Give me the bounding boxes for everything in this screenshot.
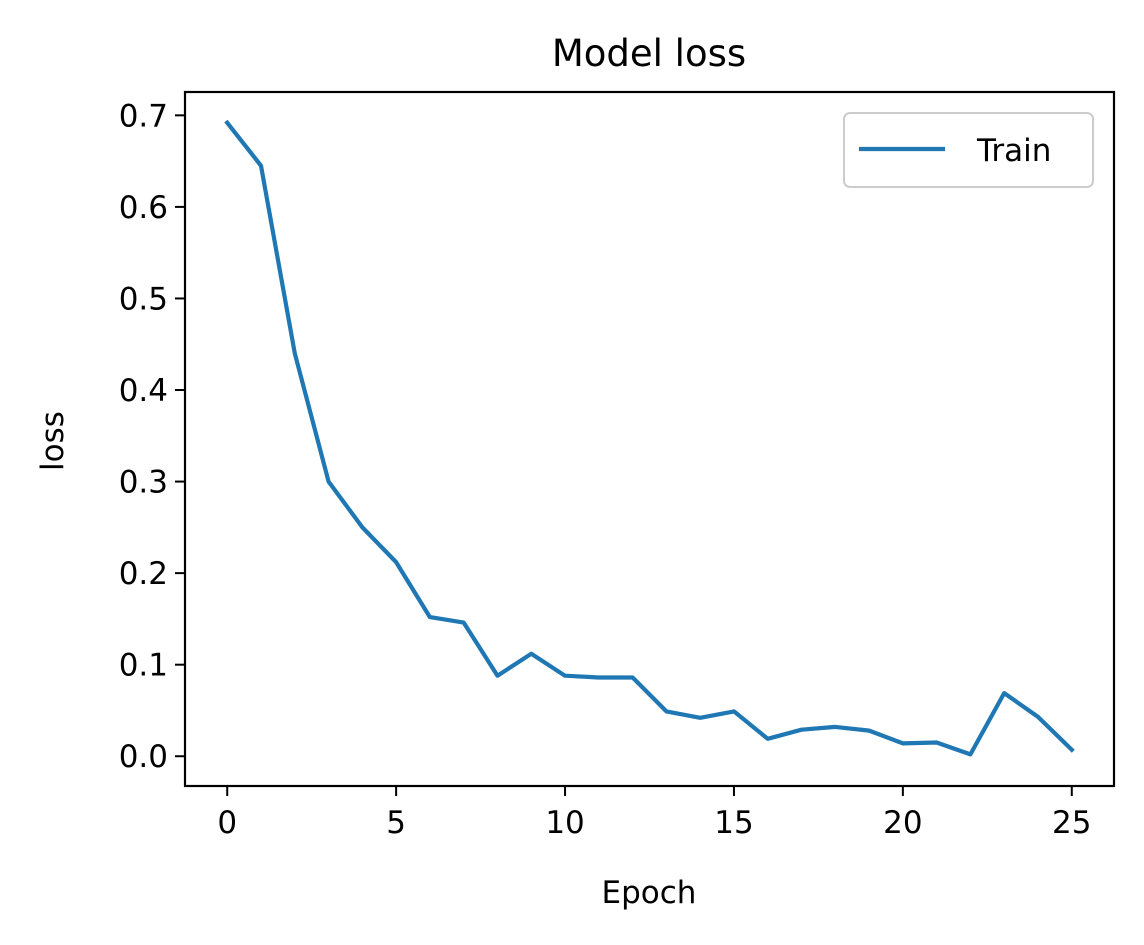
y-tick-label: 0.4 bbox=[119, 373, 168, 409]
y-axis-label: loss bbox=[35, 411, 71, 471]
legend-label-train: Train bbox=[976, 133, 1051, 169]
y-tick-label: 0.5 bbox=[119, 281, 168, 317]
y-tick-label: 0.6 bbox=[119, 190, 168, 226]
x-tick-label: 20 bbox=[883, 805, 922, 841]
legend-box bbox=[843, 112, 1094, 188]
y-axis-ticks: 0.0 0.1 0.2 0.3 0.4 0.5 0.6 0.7 bbox=[119, 98, 185, 775]
y-tick-label: 0.2 bbox=[119, 556, 168, 592]
x-tick-label: 10 bbox=[545, 805, 584, 841]
y-tick-label: 0.1 bbox=[119, 648, 168, 684]
x-tick-label: 0 bbox=[217, 805, 237, 841]
x-axis-label: Epoch bbox=[602, 875, 697, 911]
x-tick-label: 15 bbox=[714, 805, 753, 841]
train-loss-line bbox=[224, 119, 1075, 757]
x-tick-label: 5 bbox=[386, 805, 406, 841]
y-tick-label: 0.3 bbox=[119, 465, 168, 501]
x-axis-ticks: 0 5 10 15 20 25 bbox=[217, 786, 1091, 841]
y-tick-label: 0.7 bbox=[119, 98, 168, 134]
x-tick-label: 25 bbox=[1052, 805, 1091, 841]
y-tick-label: 0.0 bbox=[119, 739, 168, 775]
legend: Train bbox=[843, 112, 1094, 188]
plot-area-frame bbox=[183, 90, 1116, 788]
chart-title: Model loss bbox=[552, 32, 746, 75]
